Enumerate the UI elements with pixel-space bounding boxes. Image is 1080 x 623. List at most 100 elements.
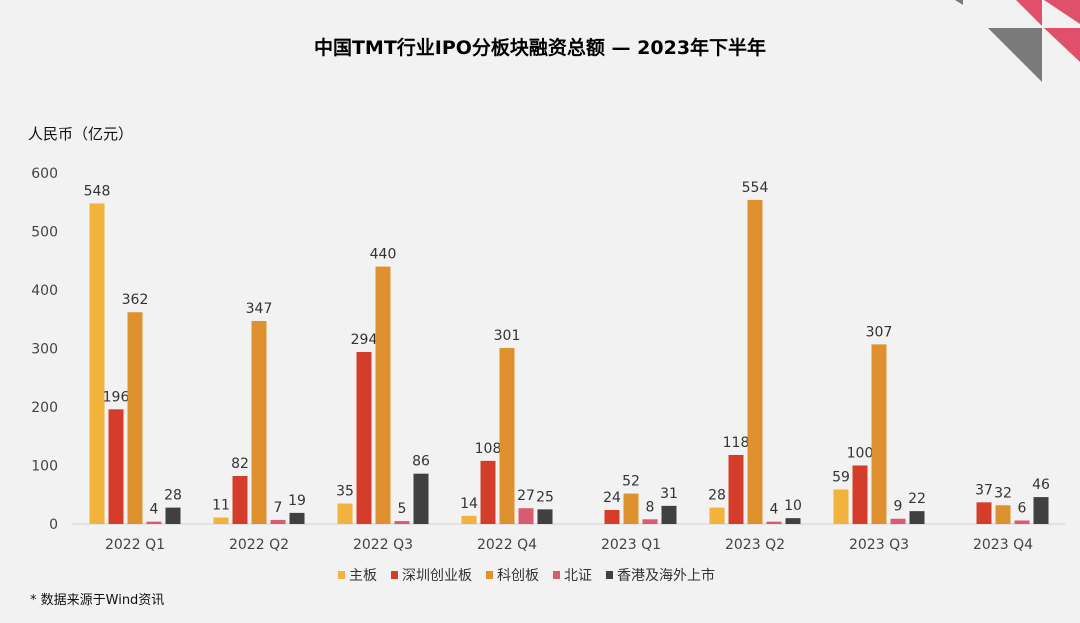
bar (728, 454, 744, 524)
data-label: 548 (84, 183, 111, 199)
y-tick-label: 0 (49, 517, 58, 533)
y-tick-label: 100 (31, 459, 58, 475)
legend-label: 北证 (564, 568, 592, 584)
x-tick-label: 2022 Q2 (229, 537, 289, 553)
bar (1014, 520, 1030, 524)
bar (499, 347, 515, 524)
bar (413, 473, 429, 524)
data-label: 14 (460, 496, 478, 512)
data-label: 28 (708, 488, 726, 504)
bar (270, 519, 286, 524)
bar (871, 344, 887, 524)
bar (747, 199, 763, 524)
bar (480, 460, 496, 524)
data-label: 37 (975, 482, 993, 498)
bar (127, 312, 143, 524)
data-label: 362 (122, 292, 149, 308)
bar (909, 511, 925, 524)
bar (785, 518, 801, 524)
legend-label: 科创板 (497, 568, 539, 584)
bar (604, 509, 620, 524)
legend-label: 香港及海外上市 (617, 567, 715, 584)
legend-label: 主板 (349, 568, 377, 584)
data-label: 554 (742, 180, 769, 196)
bar (165, 507, 181, 524)
data-label: 100 (847, 446, 874, 462)
bar (251, 321, 267, 524)
bar (766, 521, 782, 524)
x-tick-label: 2022 Q4 (477, 537, 537, 553)
data-label: 28 (164, 488, 182, 504)
data-label: 32 (994, 485, 1012, 501)
bar (146, 521, 162, 524)
bar (356, 352, 372, 524)
bar (537, 509, 553, 524)
data-label: 301 (494, 328, 521, 344)
x-tick-label: 2022 Q3 (353, 537, 413, 553)
bar (518, 508, 534, 524)
bar (661, 505, 677, 524)
data-label: 347 (246, 301, 273, 317)
legend-swatch (486, 571, 493, 579)
bar (213, 517, 229, 524)
legend-swatch (391, 571, 398, 579)
data-label: 4 (770, 502, 779, 518)
data-label: 10 (784, 498, 802, 514)
data-label: 5 (398, 501, 407, 517)
x-tick-label: 2022 Q1 (105, 537, 165, 553)
data-label: 31 (660, 486, 678, 502)
data-label: 7 (274, 500, 283, 516)
bar (89, 203, 105, 525)
data-label: 59 (832, 469, 850, 485)
data-label: 307 (866, 324, 893, 340)
data-label: 25 (536, 489, 554, 505)
x-tick-label: 2023 Q1 (601, 537, 661, 553)
footnote: * 数据来源于Wind资讯 (30, 593, 164, 608)
bar (976, 502, 992, 524)
bar (375, 266, 391, 524)
data-label: 35 (336, 484, 354, 500)
data-label: 22 (908, 491, 926, 507)
y-axis-label: 人民币（亿元） (28, 125, 133, 143)
bar (833, 489, 849, 524)
bar (1033, 497, 1049, 524)
corner-decoration (955, 0, 1080, 82)
data-label: 108 (475, 441, 502, 457)
data-label: 46 (1032, 477, 1050, 493)
data-label: 8 (646, 499, 655, 515)
data-label: 4 (150, 502, 159, 518)
bar (623, 493, 639, 524)
bar (852, 465, 868, 524)
y-tick-label: 300 (31, 342, 58, 358)
data-label: 24 (603, 490, 621, 506)
legend-swatch (606, 571, 613, 579)
x-tick-label: 2023 Q3 (849, 537, 909, 553)
data-label: 118 (723, 435, 750, 451)
bar (232, 476, 248, 524)
data-label: 294 (351, 332, 378, 348)
data-label: 196 (103, 389, 130, 405)
data-label: 52 (622, 474, 640, 490)
y-tick-label: 600 (31, 166, 58, 182)
bar (709, 507, 725, 524)
bar (995, 505, 1011, 524)
data-label: 27 (517, 488, 535, 504)
data-label: 82 (231, 456, 249, 472)
x-tick-label: 2023 Q4 (973, 537, 1033, 553)
bar (890, 518, 906, 524)
y-tick-label: 200 (31, 400, 58, 416)
data-label: 9 (894, 499, 903, 515)
bar (108, 409, 124, 524)
chart-title: 中国TMT行业IPO分板块融资总额 — 2023年下半年 (314, 36, 766, 59)
bar (642, 519, 658, 524)
data-label: 86 (412, 454, 430, 470)
bar (394, 521, 410, 524)
legend-label: 深圳创业板 (402, 568, 472, 584)
y-tick-label: 500 (31, 225, 58, 241)
legend-swatch (553, 571, 560, 579)
x-tick-label: 2023 Q2 (725, 537, 785, 553)
legend-swatch (338, 571, 345, 579)
data-label: 6 (1018, 500, 1027, 516)
data-label: 19 (288, 493, 306, 509)
